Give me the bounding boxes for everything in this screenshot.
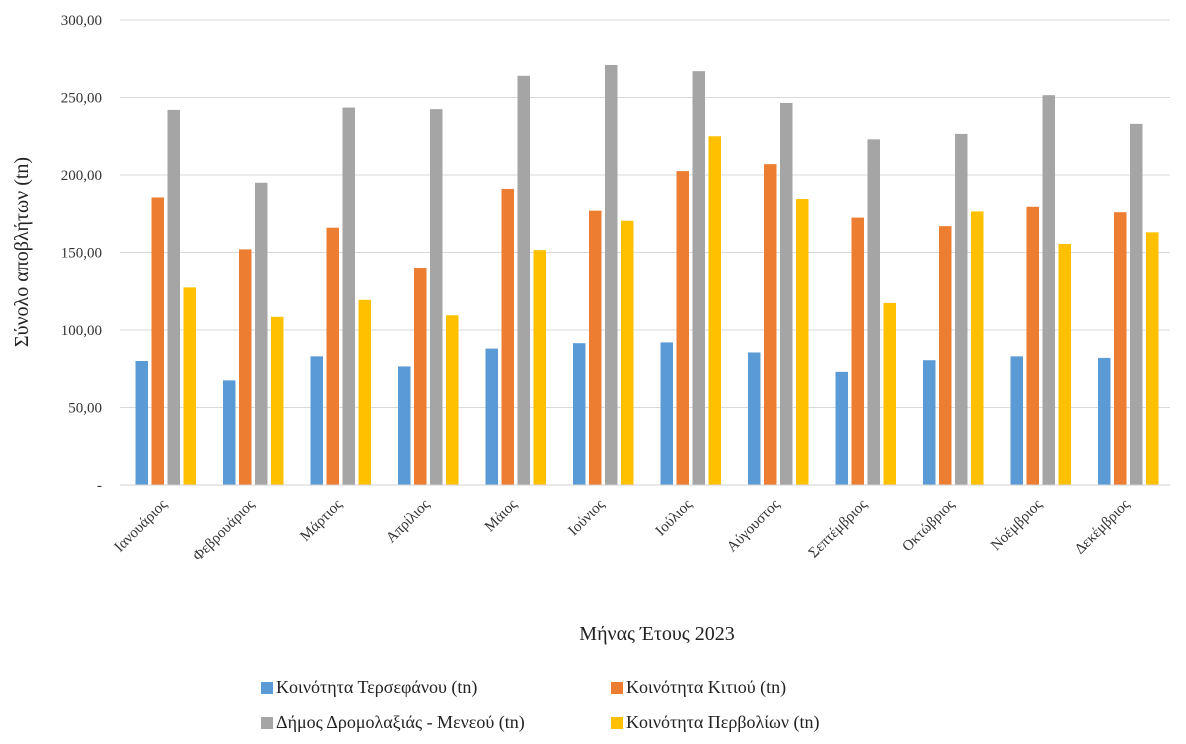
bar [851,217,864,485]
bar [589,210,602,485]
y-tick-label: - [97,478,102,494]
bar [430,109,443,485]
bar [398,366,411,485]
legend-label: Δήμος Δρομολαξιάς - Μενεού (tn) [276,712,525,733]
bar [1026,206,1039,485]
y-tick-label: 50,00 [68,401,102,417]
bar [939,226,952,485]
bar [605,64,618,485]
x-tick-label: Φεβρουάριος [190,496,258,564]
y-tick-label: 300,00 [61,13,102,29]
bar [676,171,689,485]
bar [310,356,323,485]
bar [167,109,180,486]
x-tick-label: Νοέμβριος [988,496,1046,554]
bar [621,220,634,485]
bar [255,182,268,485]
bar [517,75,530,486]
bar [414,268,427,485]
legend: Κοινότητα Τερσεφάνου (tn) Κοινότητα Κιτιο… [261,677,820,733]
bar [501,188,514,485]
bar [1130,123,1143,485]
legend-label: Κοινότητα Περβολίων (tn) [626,712,820,733]
bar [533,250,546,485]
bar [764,164,777,485]
bar [971,211,984,486]
bar [1098,357,1111,485]
y-tick-label: 200,00 [61,168,102,184]
bar [135,361,148,485]
legend-label: Κοινότητα Κιτιού (tn) [626,677,786,698]
x-tick-label: Ιανουάριος [112,496,171,555]
x-tick-label: Ιούλιος [653,496,696,539]
bar [796,199,809,485]
bar [780,102,793,486]
bar [358,299,371,485]
bar [573,343,586,485]
legend-swatch [261,682,273,694]
bar [923,360,936,485]
bar [485,348,498,485]
bar [446,315,459,485]
bar [239,249,252,485]
bar [342,107,355,485]
legend-item: Δήμος Δρομολαξιάς - Μενεού (tn) [261,712,525,733]
y-tick-label: 150,00 [61,246,102,262]
x-tick-label: Μάρτιος [297,496,345,544]
x-tick-label: Μάιος [482,496,521,535]
bar [271,316,284,485]
legend-item: Κοινότητα Περβολίων (tn) [611,712,820,733]
bar [1114,212,1127,485]
x-tick-label: Δεκέμβριος [1072,496,1133,557]
bar [1010,356,1023,485]
x-tick-label: Σεπτέμβριος [806,496,871,561]
bar [835,371,848,485]
bar [1042,95,1055,486]
bar [708,136,721,485]
bar [692,71,705,486]
bar [223,380,236,485]
y-tick-label: 250,00 [61,91,102,107]
bar [1058,243,1071,485]
legend-item: Κοινότητα Τερσεφάνου (tn) [261,677,477,698]
bar [660,342,673,485]
bar [955,133,968,486]
x-axis-ticks: Ιανουάριος Φεβρουάριος Μάρτιος Απρίλιος Μάιο… [112,496,1134,564]
x-tick-label: Αύγουστος [724,496,783,555]
bar [883,302,896,485]
bar [867,139,880,485]
legend-item: Κοινότητα Κιτιού (tn) [611,677,786,698]
x-tick-label: Ιούνιος [566,496,609,539]
y-axis-title: Σύνολο αποβλήτων (tn) [11,157,33,347]
x-axis-title: Μήνας Έτους 2023 [579,623,734,645]
bar [151,197,164,485]
bar [326,227,339,485]
legend-swatch [261,717,273,729]
bar [748,352,761,485]
bar [1146,232,1159,485]
legend-swatch [611,717,623,729]
x-tick-label: Οκτώβριος [899,496,958,555]
x-tick-label: Απρίλιος [383,496,433,546]
legend-swatch [611,682,623,694]
y-axis-ticks: - 50,00 100,00 150,00 200,00 250,00 300,00 [61,13,102,494]
gridlines [120,19,1170,408]
bar [183,287,196,485]
y-tick-label: 100,00 [61,323,102,339]
bars [135,64,1159,486]
legend-label: Κοινότητα Τερσεφάνου (tn) [276,677,477,698]
